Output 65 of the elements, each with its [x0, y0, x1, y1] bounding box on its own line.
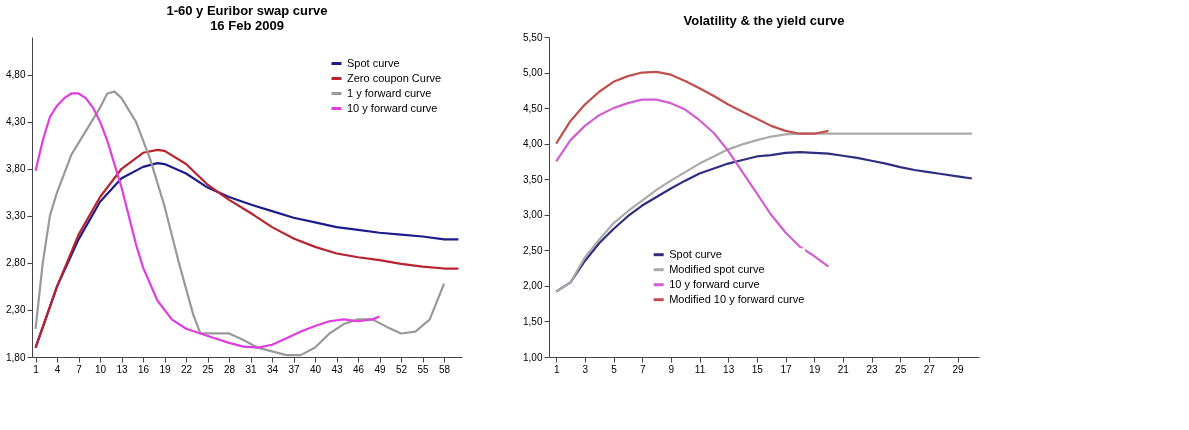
x-tick-label: 1 [553, 363, 560, 375]
x-tick-label: 22 [181, 363, 193, 375]
x-tick-label: 7 [76, 363, 83, 375]
y-tick-label: 2,30 [6, 304, 26, 316]
legend-label: Modified spot curve [669, 262, 765, 275]
y-tick-label: 4,00 [523, 138, 543, 150]
legend-label: 10 y forward curve [347, 101, 438, 114]
line-series [555, 70, 830, 145]
legend-label: 1 y forward curve [347, 86, 432, 99]
y-tick-label: 5,50 [523, 31, 543, 43]
x-tick-label: 21 [837, 363, 850, 375]
x-tick-label: 23 [866, 363, 878, 375]
x-tick-label: 13 [116, 363, 129, 375]
y-tick-label: 2,00 [523, 280, 543, 292]
y-tick-label: 3,00 [523, 209, 543, 221]
x-tick-label: 37 [288, 363, 301, 375]
y-tick-label: 3,50 [523, 173, 543, 185]
text: 1-60 y Euribor swap curve [166, 3, 328, 18]
y-tick-label: 3,30 [6, 210, 26, 222]
x-tick-label: 40 [310, 363, 322, 375]
x-tick-label: 49 [374, 363, 387, 375]
x-tick-label: 46 [353, 363, 365, 375]
x-tick-label: 29 [952, 363, 964, 375]
y-tick-label: 2,80 [6, 257, 26, 269]
x-tick-label: 13 [723, 363, 735, 375]
y-tick-label: 4,50 [523, 102, 543, 114]
x-tick-label: 34 [267, 363, 279, 375]
x-tick-label: 4 [54, 363, 61, 375]
legend-label: Modified 10 y forward curve [669, 292, 805, 305]
x-tick-label: 43 [331, 363, 344, 375]
legend-label: Zero coupon Curve [347, 71, 442, 84]
x-tick-label: 25 [895, 363, 907, 375]
x-tick-label: 16 [138, 363, 150, 375]
x-tick-label: 28 [224, 363, 236, 375]
line-series [34, 90, 446, 357]
x-tick-label: 11 [694, 363, 706, 375]
chart-title: Volatility & the yield curve [683, 13, 845, 28]
legend-label: 10 y forward curve [669, 277, 760, 290]
x-tick-label: 31 [245, 363, 258, 375]
legend-label: Spot curve [347, 56, 400, 69]
y-tick-label: 5,00 [523, 67, 543, 79]
x-tick-label: 7 [639, 363, 646, 375]
x-tick-label: 52 [396, 363, 408, 375]
x-tick-label: 10 [95, 363, 107, 375]
x-tick-label: 55 [417, 363, 430, 375]
x-tick-label: 27 [923, 363, 936, 375]
x-tick-label: 15 [751, 363, 764, 375]
x-tick-label: 19 [809, 363, 821, 375]
x-tick-label: 3 [582, 363, 589, 375]
x-tick-label: 9 [668, 363, 675, 375]
y-tick-label: 1,80 [6, 351, 26, 363]
y-tick-label: 4,80 [6, 69, 26, 81]
y-tick-label: 4,30 [6, 116, 26, 128]
y-tick-label: 3,80 [6, 163, 26, 175]
x-tick-label: 25 [202, 363, 215, 375]
y-tick-label: 1,50 [523, 315, 543, 327]
x-tick-label: 17 [780, 363, 792, 375]
legend-label: Spot curve [669, 247, 722, 260]
y-tick-label: 2,50 [523, 244, 543, 256]
y-tick-label: 1,00 [523, 351, 543, 363]
text: 16 Feb 2009 [210, 18, 284, 33]
x-tick-label: 58 [439, 363, 451, 375]
x-tick-label: 5 [611, 363, 618, 375]
x-tick-label: 19 [159, 363, 172, 375]
x-tick-label: 1 [33, 363, 40, 375]
